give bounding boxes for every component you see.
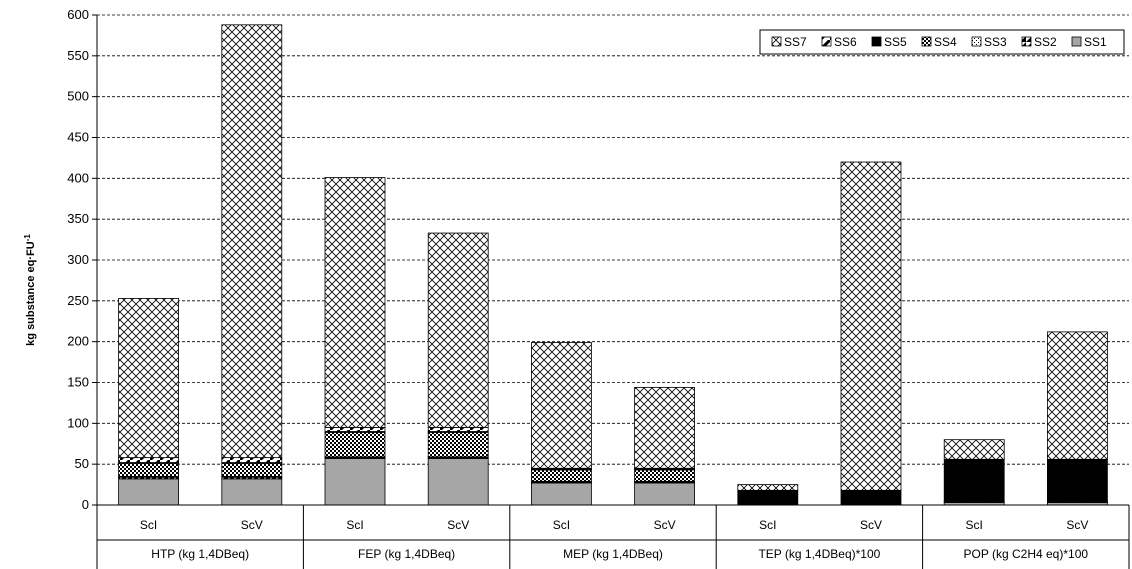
legend-label-ss5: SS5 bbox=[884, 35, 907, 49]
bar-segment-ss1-2 bbox=[324, 458, 386, 506]
bar-segment-ss7-3 bbox=[427, 232, 489, 428]
x-category-label-4: ScI bbox=[553, 518, 570, 532]
x-group-label-1: FEP (kg 1,4DBeq) bbox=[358, 547, 455, 561]
bar-segment-ss4-2 bbox=[324, 431, 386, 458]
bar-segment-ss5-6 bbox=[737, 489, 799, 506]
y-tick-label-600: 600 bbox=[67, 7, 89, 22]
bar-segment-ss1-5 bbox=[634, 482, 695, 506]
x-group-label-3: TEP (kg 1,4DBeq)*100 bbox=[758, 547, 880, 561]
bar-segment-ss4-0 bbox=[118, 462, 179, 477]
legend-swatch-ss1 bbox=[1071, 36, 1082, 47]
bar-segment-ss1-0 bbox=[118, 478, 179, 506]
bar-segment-ss6-0 bbox=[118, 457, 179, 463]
bar-segment-ss1-1 bbox=[221, 478, 283, 506]
legend-swatch-ss6 bbox=[821, 36, 832, 47]
bar-segment-ss7-2 bbox=[324, 177, 386, 428]
legend: SS7 SS6 SS5 SS4 SS3 SS2 SS1 bbox=[759, 29, 1125, 55]
legend-label-ss1: SS1 bbox=[1084, 35, 1107, 49]
y-tick-label-200: 200 bbox=[67, 334, 89, 349]
bar-segment-ss7-0 bbox=[118, 297, 179, 459]
legend-swatch-ss2 bbox=[1021, 36, 1032, 47]
legend-label-ss4: SS4 bbox=[934, 35, 957, 49]
bar-segment-ss7-4 bbox=[531, 342, 592, 469]
bar-segment-ss7-1 bbox=[221, 24, 283, 459]
y-tick-label-150: 150 bbox=[67, 375, 89, 390]
x-category-label-8: ScI bbox=[966, 518, 983, 532]
x-category-label-3: ScV bbox=[447, 518, 469, 532]
legend-label-ss3: SS3 bbox=[984, 35, 1007, 49]
bar-segment-ss4-3 bbox=[427, 431, 489, 458]
bar-segment-ss7-6 bbox=[737, 484, 799, 491]
y-tick-labels: 0 50 100 150 200 250 300 350 400 450 500 550 600 bbox=[67, 7, 89, 512]
x-group-label-4: POP (kg C2H4 eq)*100 bbox=[964, 547, 1089, 561]
bar-segment-ss5-7 bbox=[840, 489, 902, 506]
bar-segment-ss7-7 bbox=[840, 161, 902, 491]
legend-box bbox=[759, 29, 1125, 55]
bar-segment-ss7-5 bbox=[634, 386, 695, 469]
y-tick-label-0: 0 bbox=[82, 497, 89, 512]
legend-swatch-ss3 bbox=[971, 36, 982, 47]
bar-segment-ss1-3 bbox=[427, 458, 489, 506]
y-tick-label-300: 300 bbox=[67, 252, 89, 267]
y-tick-label-500: 500 bbox=[67, 89, 89, 104]
bar-stacks bbox=[118, 24, 1108, 506]
x-category-labels: ScI ScV ScI ScV ScI ScV ScI ScV ScI ScV HTP (kg 1,… bbox=[140, 518, 1088, 561]
x-category-label-9: ScV bbox=[1066, 518, 1088, 532]
x-category-label-0: ScI bbox=[140, 518, 157, 532]
bar-segment-ss5-9 bbox=[1047, 458, 1108, 502]
x-category-label-1: ScV bbox=[241, 518, 263, 532]
x-category-label-7: ScV bbox=[860, 518, 882, 532]
y-tick-label-250: 250 bbox=[67, 293, 89, 308]
y-tick-label-50: 50 bbox=[75, 456, 89, 471]
y-tick-label-550: 550 bbox=[67, 48, 89, 63]
legend-label-ss7: SS7 bbox=[784, 35, 807, 49]
legend-swatch-ss7 bbox=[771, 36, 782, 47]
x-category-label-6: ScI bbox=[759, 518, 776, 532]
x-group-label-2: MEP (kg 1,4DBeq) bbox=[563, 547, 663, 561]
bar-segment-ss5-8 bbox=[943, 458, 1005, 502]
y-tick-label-350: 350 bbox=[67, 211, 89, 226]
legend-label-ss2: SS2 bbox=[1034, 35, 1057, 49]
bar-segment-ss1-4 bbox=[531, 482, 592, 506]
bar-segment-ss4-1 bbox=[221, 462, 283, 477]
legend-label-ss6: SS6 bbox=[834, 35, 857, 49]
bar-segment-ss6-3 bbox=[427, 427, 489, 432]
bar-segment-ss4-5 bbox=[634, 469, 695, 482]
bar-segment-ss6-2 bbox=[324, 427, 386, 432]
legend-swatch-ss4 bbox=[921, 36, 932, 47]
bar-segment-ss6-1 bbox=[221, 457, 283, 463]
x-category-label-5: ScV bbox=[654, 518, 676, 532]
bar-segment-ss7-9 bbox=[1047, 331, 1108, 460]
legend-swatch-ss5 bbox=[871, 36, 882, 47]
x-group-label-0: HTP (kg 1,4DBeq) bbox=[151, 547, 249, 561]
y-tick-label-450: 450 bbox=[67, 130, 89, 145]
bar-segment-ss7-8 bbox=[943, 439, 1005, 460]
y-tick-label-100: 100 bbox=[67, 415, 89, 430]
y-tick-label-400: 400 bbox=[67, 170, 89, 185]
bar-segment-ss4-4 bbox=[531, 469, 592, 482]
y-axis-title: kg substance eq·FU-1 bbox=[23, 234, 37, 346]
x-category-label-2: ScI bbox=[346, 518, 363, 532]
axes bbox=[92, 14, 1130, 569]
